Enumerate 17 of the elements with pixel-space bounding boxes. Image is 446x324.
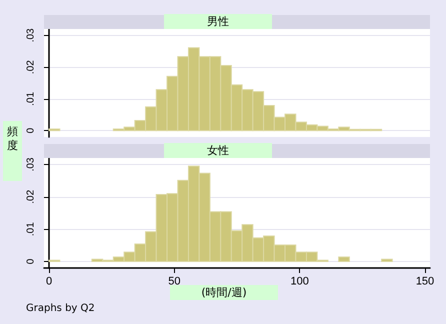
x-tick-label: 50 — [168, 276, 180, 288]
y-tick-label: .01 — [26, 91, 36, 106]
y-tick-label: .03 — [26, 157, 36, 172]
x-axis-title: (時間/週) — [201, 286, 247, 299]
y-tick-label: .03 — [26, 28, 36, 42]
y-axis-title: 頻度 — [3, 121, 22, 181]
x-tick-label: 0 — [46, 276, 52, 288]
chart-title: 男性 — [164, 14, 272, 29]
y-tick-label: .01 — [26, 222, 36, 236]
text: Graphs by Q2 — [26, 303, 95, 314]
y-tick-label: .02 — [26, 189, 36, 204]
y-tick-label: .02 — [26, 60, 36, 74]
x-tick-label: 150 — [416, 276, 434, 288]
y-tick-label: 0 — [26, 258, 36, 264]
chart-title: 女性 — [164, 143, 272, 158]
y-tick-label: 0 — [26, 127, 36, 134]
x-tick-label: 100 — [290, 276, 309, 288]
